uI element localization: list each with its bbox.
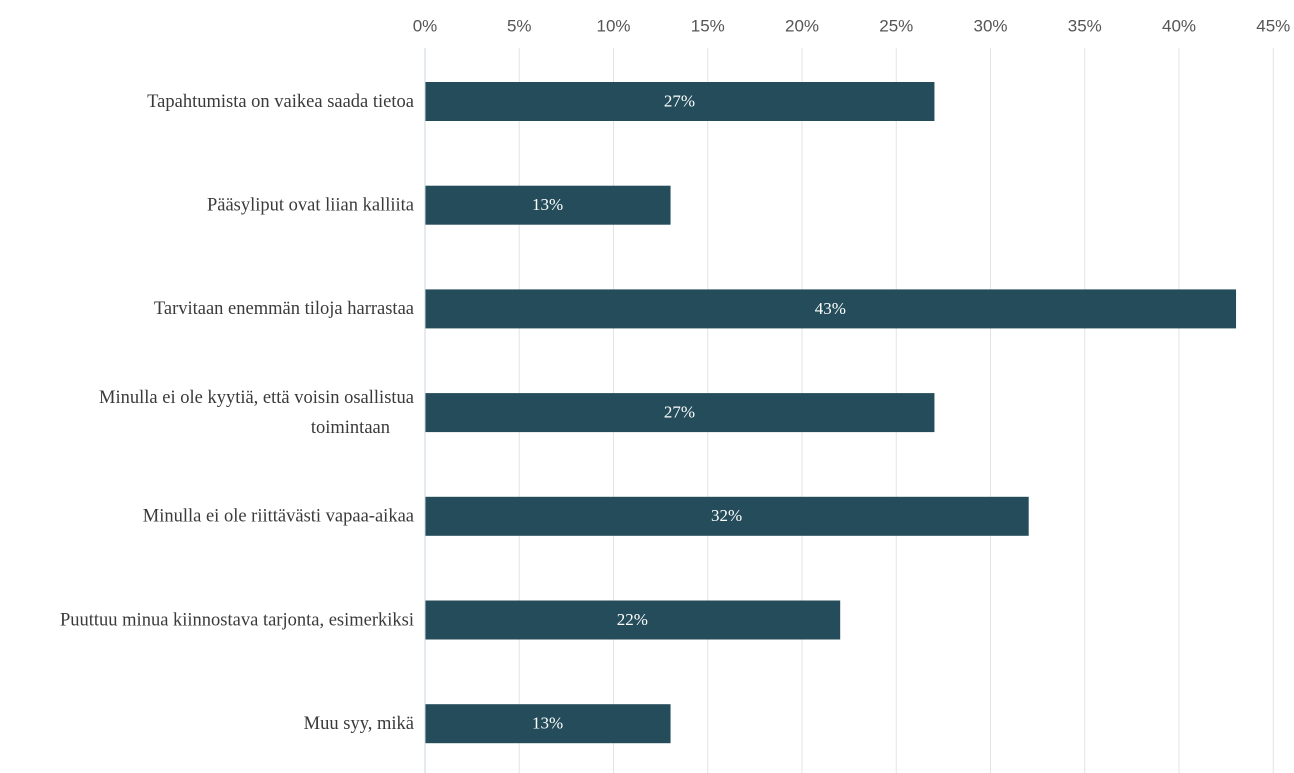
category-label-line: toimintaan (311, 418, 390, 438)
x-tick-label: 5% (507, 16, 532, 35)
bar (425, 82, 935, 121)
category-labels: Tapahtumista on vaikea saada tietoa Pääsy… (60, 92, 414, 734)
category-label-line: Tapahtumista on vaikea saada tietoa (147, 92, 414, 112)
category-label-line: Tarvitaan enemmän tiloja harrastaa (154, 299, 414, 319)
x-tick-label: 10% (596, 16, 630, 35)
category-label: Muu syy, mikä (304, 714, 414, 734)
bar-value-label: 22% (617, 610, 648, 629)
bars (425, 82, 1237, 744)
bar (425, 496, 1029, 536)
x-tick-label: 45% (1256, 16, 1290, 35)
category-label-line: Minulla ei ole riittävästi vapaa-aikaa (143, 507, 414, 527)
bar (425, 393, 935, 433)
x-tick-label: 40% (1162, 16, 1196, 35)
category-label: Tapahtumista on vaikea saada tietoa (147, 92, 414, 112)
bar-value-label: 13% (532, 195, 563, 214)
category-label: Minulla ei ole kyytiä, että voisin osall… (99, 388, 414, 438)
bar (425, 185, 671, 225)
category-label: Pääsyliput ovat liian kalliita (207, 195, 414, 215)
bar-value-label: 32% (711, 506, 742, 525)
bar (425, 600, 841, 640)
x-tick-label: 0% (413, 16, 438, 35)
x-tick-label: 15% (691, 16, 725, 35)
x-axis-tick-labels: 0% 5% 10% 15% 20% 25% 30% 35% 40% 45% (413, 16, 1291, 35)
x-tick-label: 20% (785, 16, 819, 35)
x-tick-label: 35% (1068, 16, 1102, 35)
bar (425, 704, 671, 744)
data-labels: 27% 13% 43% 27% 32% 22% 13% (532, 91, 846, 732)
category-label-line: Pääsyliput ovat liian kalliita (207, 195, 414, 215)
category-label-line: Muu syy, mikä (304, 714, 414, 734)
category-label-line: Minulla ei ole kyytiä, että voisin osall… (99, 388, 414, 408)
bar (425, 289, 1237, 329)
bar-value-label: 43% (815, 299, 846, 318)
x-tick-label: 25% (879, 16, 913, 35)
x-tick-label: 30% (973, 16, 1007, 35)
bar-value-label: 27% (664, 91, 695, 110)
bar-value-label: 13% (532, 714, 563, 733)
bar-value-label: 27% (664, 403, 695, 422)
category-label: Puuttuu minua kiinnostava tarjonta, esim… (60, 610, 414, 630)
category-label: Minulla ei ole riittävästi vapaa-aikaa (143, 507, 414, 527)
category-label: Tarvitaan enemmän tiloja harrastaa (154, 299, 414, 319)
category-label-line: Puuttuu minua kiinnostava tarjonta, esim… (60, 610, 414, 630)
